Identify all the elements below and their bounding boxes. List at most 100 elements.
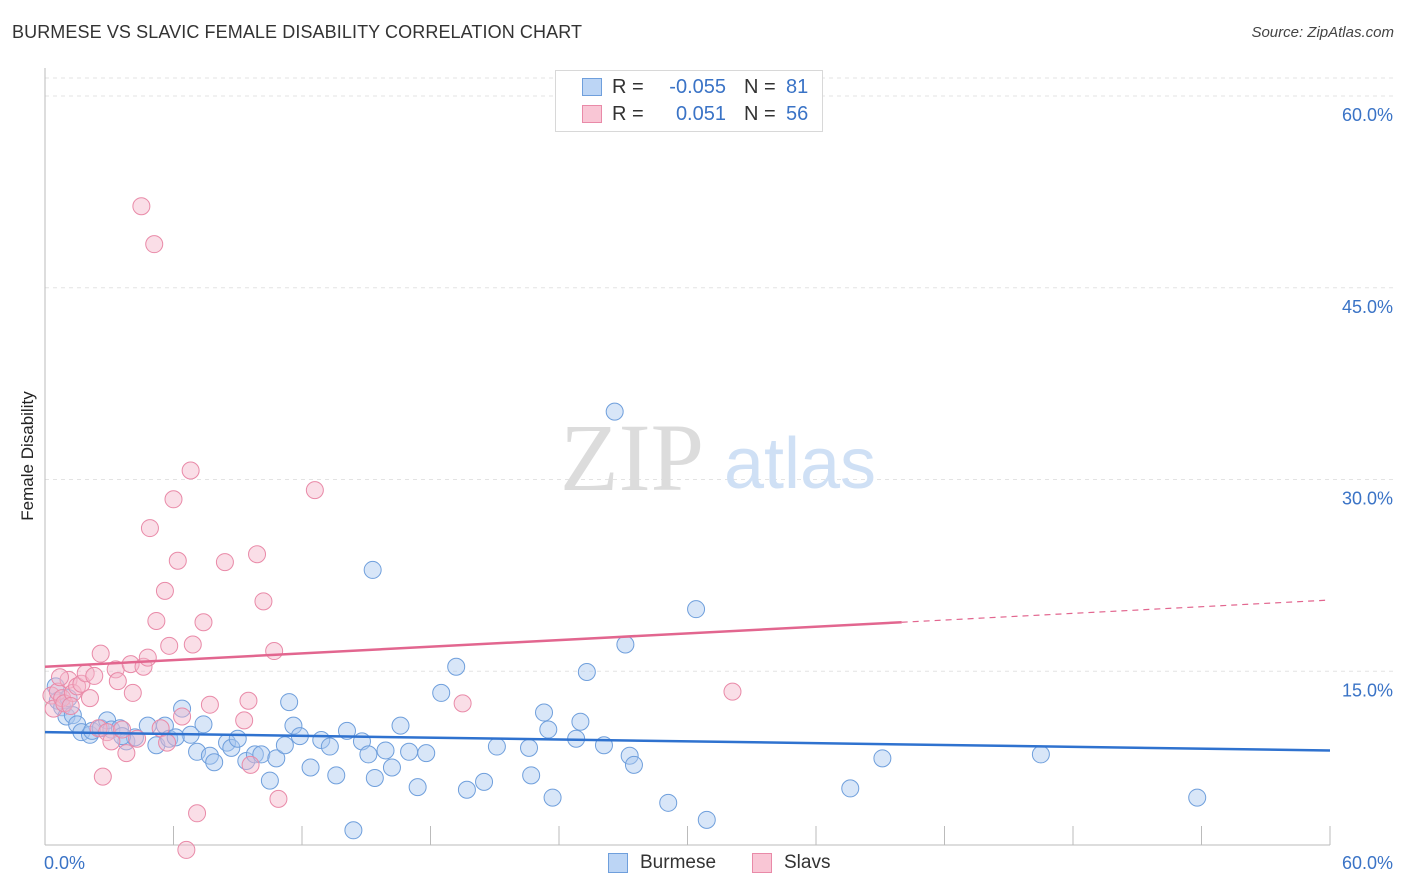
watermark: ZIP atlas [560,404,876,511]
slavs-point [160,636,179,655]
burmese-point [487,737,506,756]
slavs-legend-swatch [752,853,772,873]
gridlines [45,77,1395,672]
slavs-point [61,697,80,715]
x-tick-label: 0.0% [44,853,85,873]
slavs-point [265,642,284,661]
burmese-point [337,721,356,740]
trend-lines [44,599,1331,752]
burmese-point [173,699,192,718]
series-legend: Burmese Slavs [0,852,1406,878]
slavs-point [188,804,207,823]
burmese-point [365,768,384,787]
burmese-point [376,741,395,760]
burmese-point [267,749,286,768]
burmese-point [417,744,436,763]
burmese-point [539,720,558,739]
watermark-zip: ZIP [560,404,704,511]
burmese-point [359,745,378,764]
burmese-point [571,712,590,731]
burmese-point [432,683,451,702]
burmese-point [616,635,635,654]
burmese-point [1188,788,1207,807]
n-label: N = [744,102,776,125]
burmese-point [391,716,410,735]
tick-labels: 15.0% 30.0% 45.0% 60.0% 0.0% 60.0% [44,105,1393,873]
slavs-point [80,689,99,708]
burmese-point [447,657,466,676]
axes [44,68,1331,846]
slavs-point [158,733,177,752]
burmese-point [543,788,562,807]
legend-label-slavs: Slavs [784,852,831,873]
slavs-point [138,648,157,667]
slavs-point [173,707,192,726]
burmese-point [1031,745,1050,764]
slavs-swatch [582,105,602,123]
y-tick-label: 15.0% [1342,680,1393,700]
burmese-point [344,821,363,840]
watermark-atlas: atlas [724,424,876,504]
slavs-point [269,789,288,808]
y-tick-label: 60.0% [1342,105,1393,125]
slavs-point [164,490,183,509]
burmese-point [284,716,303,735]
slavs-point [453,694,472,713]
r-label: R = [612,75,644,98]
burmese-point [520,738,539,757]
burmese-point [535,703,554,722]
burmese-legend-swatch [608,853,628,873]
burmese-point [275,736,294,755]
slavs-point [132,197,151,216]
burmese-point [522,766,541,785]
slavs-point [155,581,174,600]
slavs-point [168,551,187,570]
burmese-point [382,758,401,777]
burmese-point [327,766,346,785]
slavs-point [147,611,166,630]
slavs-point [241,755,260,774]
burmese-point [624,755,643,774]
burmese-point [687,600,706,619]
burmese-point [363,560,382,579]
slavs-point [723,682,742,701]
chart-title: BURMESE VS SLAVIC FEMALE DISABILITY CORR… [12,22,583,42]
correlation-legend: R = -0.055 N = 81 R = 0.051 N = 56 [555,70,823,132]
burmese-point [228,729,247,748]
burmese-point [320,737,339,756]
burmese-point [113,727,132,746]
slavs-point [50,668,69,687]
burmese-trend-line [44,730,1331,752]
slavs-point [200,695,219,714]
slavs-point [123,683,142,702]
slavs-point [181,461,200,480]
burmese-point [873,749,892,768]
slavs-trend-extension [901,599,1331,623]
slavs-point [93,767,112,786]
legend-row-slavs: R = 0.051 N = 56 [582,101,808,127]
burmese-point [841,779,860,798]
legend-item-slavs: Slavs [752,852,830,874]
burmese-point [280,693,299,712]
burmese-point [697,810,716,829]
slavs-point [140,519,159,538]
burmese-point [260,771,279,790]
r-label: R = [612,102,644,125]
burmese-point [577,662,596,681]
burmese-point [408,778,427,797]
n-value: 81 [786,75,809,98]
y-tick-label: 30.0% [1342,489,1393,509]
slavs-point [235,711,254,730]
burmese-point [205,753,224,772]
slavs-point [177,840,196,859]
slavs-point [117,744,136,763]
n-label: N = [744,75,776,98]
x-tick-label: 60.0% [1342,853,1393,873]
legend-label-burmese: Burmese [640,852,717,873]
burmese-point [222,738,241,757]
r-value: 0.051 [675,102,726,125]
source-label: Source: ZipAtlas.com [1251,24,1394,41]
legend-item-burmese: Burmese [608,852,716,874]
r-value: -0.055 [669,75,726,98]
